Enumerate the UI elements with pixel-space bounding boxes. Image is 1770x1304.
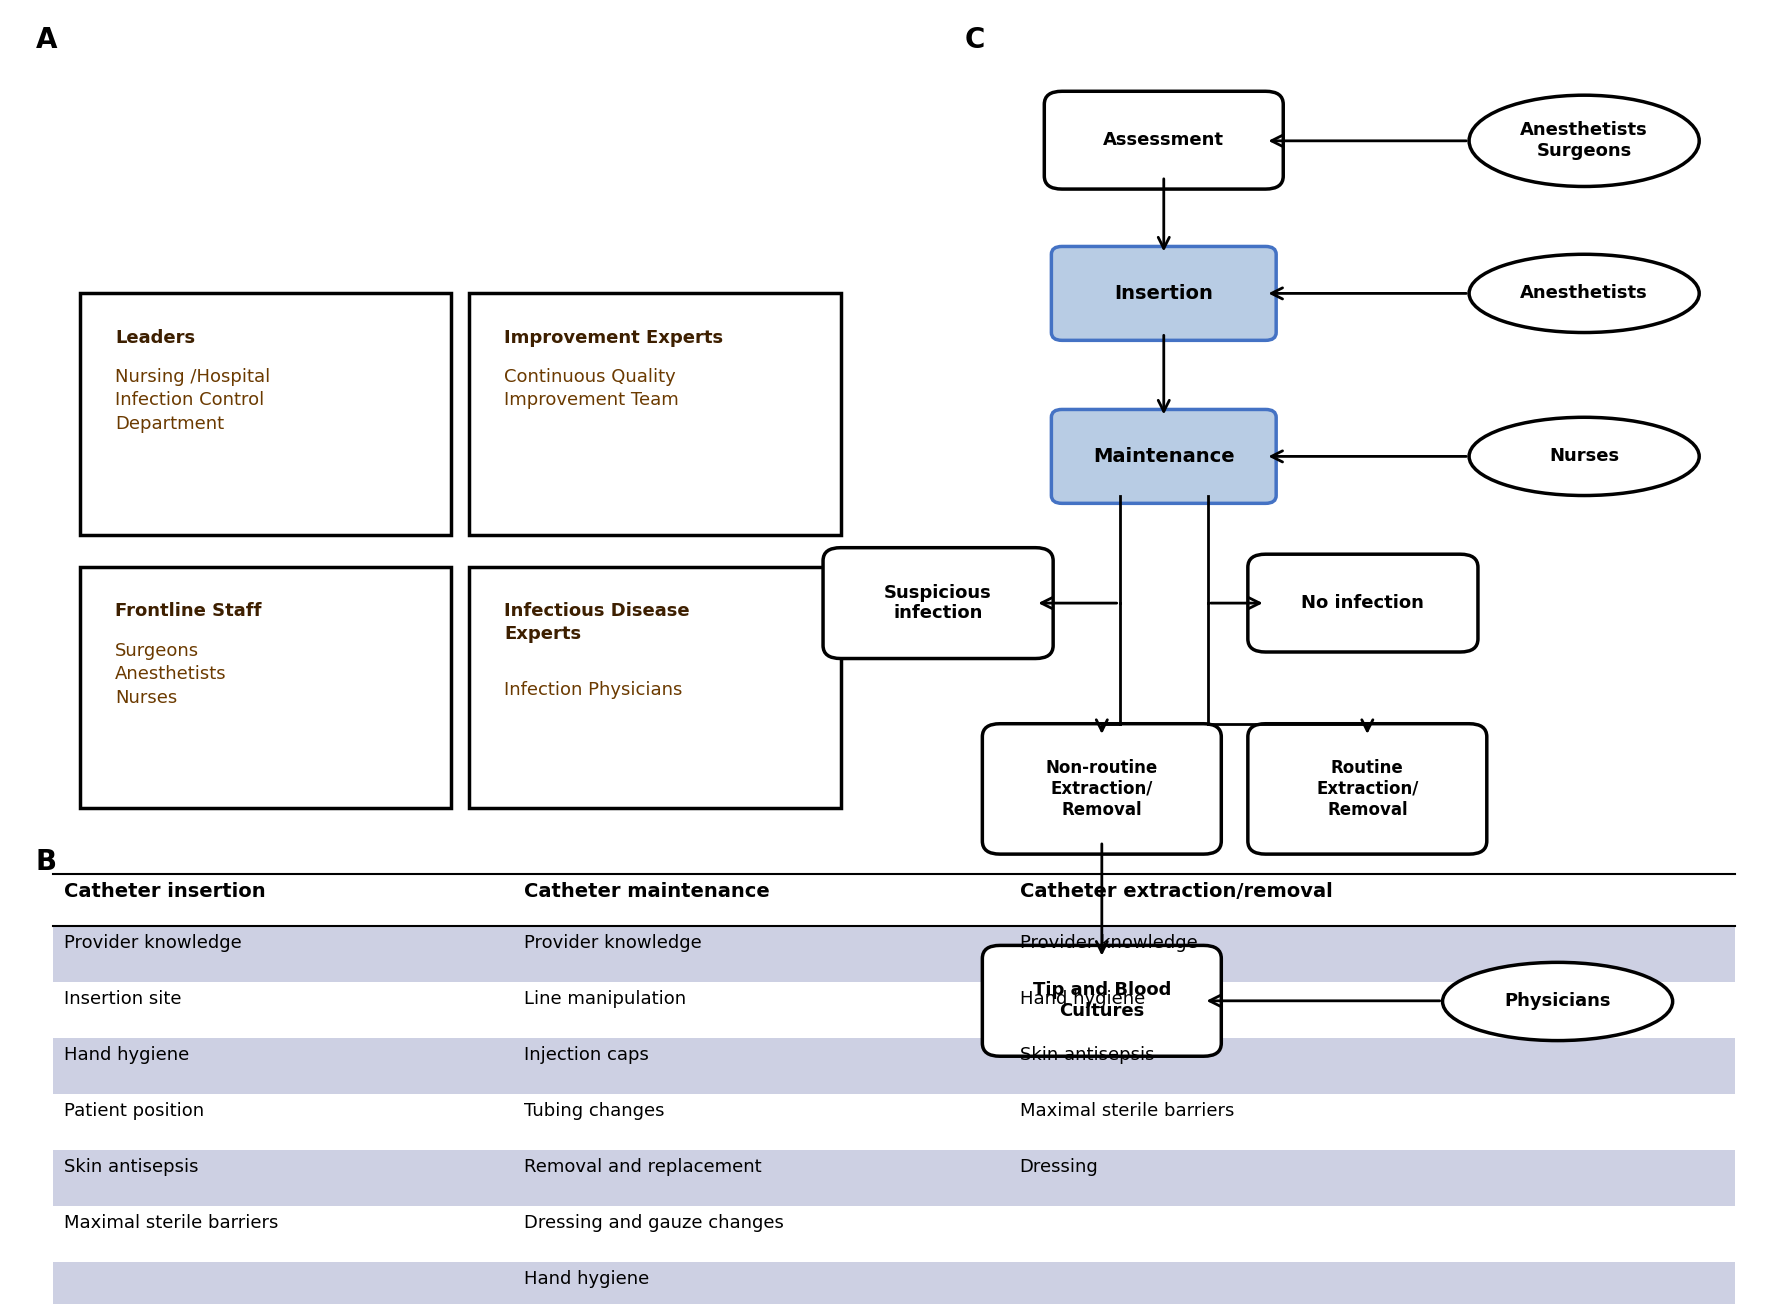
Text: Infection Physicians: Infection Physicians: [504, 681, 683, 699]
Bar: [53, 1262, 1735, 1304]
Text: Routine
Extraction/
Removal: Routine Extraction/ Removal: [1317, 759, 1418, 819]
Text: B: B: [35, 848, 57, 875]
Text: Dressing: Dressing: [1020, 1158, 1097, 1176]
Ellipse shape: [1469, 254, 1699, 333]
Text: Tubing changes: Tubing changes: [524, 1102, 664, 1120]
Text: Maximal sterile barriers: Maximal sterile barriers: [64, 1214, 278, 1232]
Text: Catheter extraction/removal: Catheter extraction/removal: [1020, 882, 1333, 901]
Text: Hand hygiene: Hand hygiene: [524, 1270, 650, 1288]
FancyBboxPatch shape: [1248, 724, 1487, 854]
Ellipse shape: [1469, 417, 1699, 496]
Text: Anesthetists
Surgeons: Anesthetists Surgeons: [1520, 121, 1648, 160]
Text: Provider knowledge: Provider knowledge: [64, 934, 241, 952]
Text: Skin antisepsis: Skin antisepsis: [64, 1158, 198, 1176]
FancyBboxPatch shape: [1051, 409, 1276, 503]
Bar: [53, 926, 1735, 982]
Text: Maximal sterile barriers: Maximal sterile barriers: [1020, 1102, 1234, 1120]
Bar: [53, 1150, 1735, 1206]
FancyBboxPatch shape: [469, 567, 841, 808]
Text: Line manipulation: Line manipulation: [524, 990, 687, 1008]
Text: Leaders: Leaders: [115, 329, 195, 347]
Text: Provider knowledge: Provider knowledge: [1020, 934, 1197, 952]
FancyBboxPatch shape: [80, 293, 451, 535]
Text: Provider knowledge: Provider knowledge: [524, 934, 701, 952]
Text: Frontline Staff: Frontline Staff: [115, 602, 262, 621]
Text: Hand hygiene: Hand hygiene: [1020, 990, 1145, 1008]
Text: Patient position: Patient position: [64, 1102, 204, 1120]
Text: Nurses: Nurses: [1549, 447, 1620, 466]
Text: Continuous Quality
Improvement Team: Continuous Quality Improvement Team: [504, 368, 680, 409]
Text: Improvement Experts: Improvement Experts: [504, 329, 724, 347]
Text: Catheter maintenance: Catheter maintenance: [524, 882, 770, 901]
Text: Physicians: Physicians: [1504, 992, 1611, 1011]
Text: Suspicious
infection: Suspicious infection: [885, 584, 991, 622]
Text: Removal and replacement: Removal and replacement: [524, 1158, 761, 1176]
Text: Dressing and gauze changes: Dressing and gauze changes: [524, 1214, 784, 1232]
Text: Injection caps: Injection caps: [524, 1046, 650, 1064]
Text: Hand hygiene: Hand hygiene: [64, 1046, 189, 1064]
FancyBboxPatch shape: [982, 945, 1221, 1056]
Text: Catheter insertion: Catheter insertion: [64, 882, 265, 901]
FancyBboxPatch shape: [823, 548, 1053, 659]
Text: Skin antisepsis: Skin antisepsis: [1020, 1046, 1154, 1064]
FancyBboxPatch shape: [80, 567, 451, 808]
FancyBboxPatch shape: [982, 724, 1221, 854]
Text: Infectious Disease
Experts: Infectious Disease Experts: [504, 602, 690, 643]
Text: No infection: No infection: [1301, 595, 1425, 612]
FancyBboxPatch shape: [469, 293, 841, 535]
Text: Assessment: Assessment: [1103, 132, 1225, 149]
Ellipse shape: [1443, 962, 1673, 1041]
Text: Surgeons
Anesthetists
Nurses: Surgeons Anesthetists Nurses: [115, 642, 227, 707]
FancyBboxPatch shape: [1248, 554, 1478, 652]
Text: Non-routine
Extraction/
Removal: Non-routine Extraction/ Removal: [1046, 759, 1158, 819]
Text: C: C: [965, 26, 986, 53]
FancyBboxPatch shape: [1044, 91, 1283, 189]
Bar: [53, 1038, 1735, 1094]
Text: Maintenance: Maintenance: [1092, 447, 1235, 466]
Text: Nursing /Hospital
Infection Control
Department: Nursing /Hospital Infection Control Depa…: [115, 368, 271, 433]
FancyBboxPatch shape: [1051, 246, 1276, 340]
Text: Insertion site: Insertion site: [64, 990, 181, 1008]
Text: Tip and Blood
Cultures: Tip and Blood Cultures: [1032, 982, 1172, 1020]
Ellipse shape: [1469, 95, 1699, 186]
Text: A: A: [35, 26, 57, 53]
Text: Insertion: Insertion: [1115, 284, 1212, 303]
Text: Anesthetists: Anesthetists: [1520, 284, 1648, 303]
